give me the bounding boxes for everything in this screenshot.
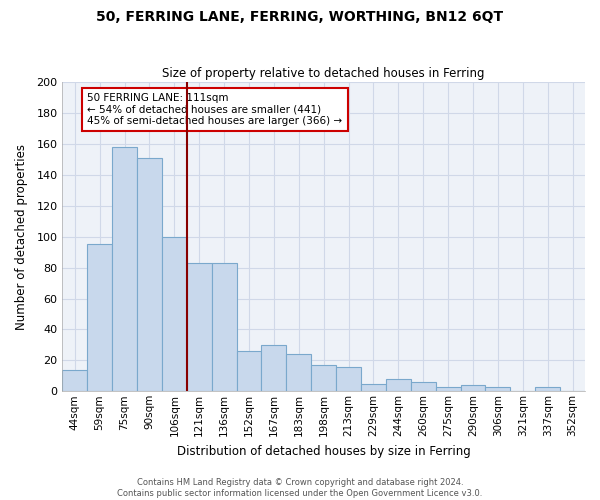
Text: 50, FERRING LANE, FERRING, WORTHING, BN12 6QT: 50, FERRING LANE, FERRING, WORTHING, BN1…: [97, 10, 503, 24]
X-axis label: Distribution of detached houses by size in Ferring: Distribution of detached houses by size …: [177, 444, 470, 458]
Bar: [386, 379, 411, 392]
Bar: [361, 384, 386, 392]
Bar: [162, 236, 187, 392]
Bar: [87, 244, 112, 392]
Bar: [112, 147, 137, 392]
Bar: [311, 365, 336, 392]
Bar: [212, 263, 236, 392]
Title: Size of property relative to detached houses in Ferring: Size of property relative to detached ho…: [163, 66, 485, 80]
Bar: [336, 366, 361, 392]
Bar: [461, 385, 485, 392]
Text: 50 FERRING LANE: 111sqm
← 54% of detached houses are smaller (441)
45% of semi-d: 50 FERRING LANE: 111sqm ← 54% of detache…: [87, 93, 343, 126]
Bar: [411, 382, 436, 392]
Bar: [286, 354, 311, 392]
Text: Contains HM Land Registry data © Crown copyright and database right 2024.
Contai: Contains HM Land Registry data © Crown c…: [118, 478, 482, 498]
Bar: [137, 158, 162, 392]
Bar: [436, 386, 461, 392]
Bar: [236, 351, 262, 392]
Y-axis label: Number of detached properties: Number of detached properties: [15, 144, 28, 330]
Bar: [262, 345, 286, 392]
Bar: [62, 370, 87, 392]
Bar: [535, 386, 560, 392]
Bar: [187, 263, 212, 392]
Bar: [485, 386, 511, 392]
